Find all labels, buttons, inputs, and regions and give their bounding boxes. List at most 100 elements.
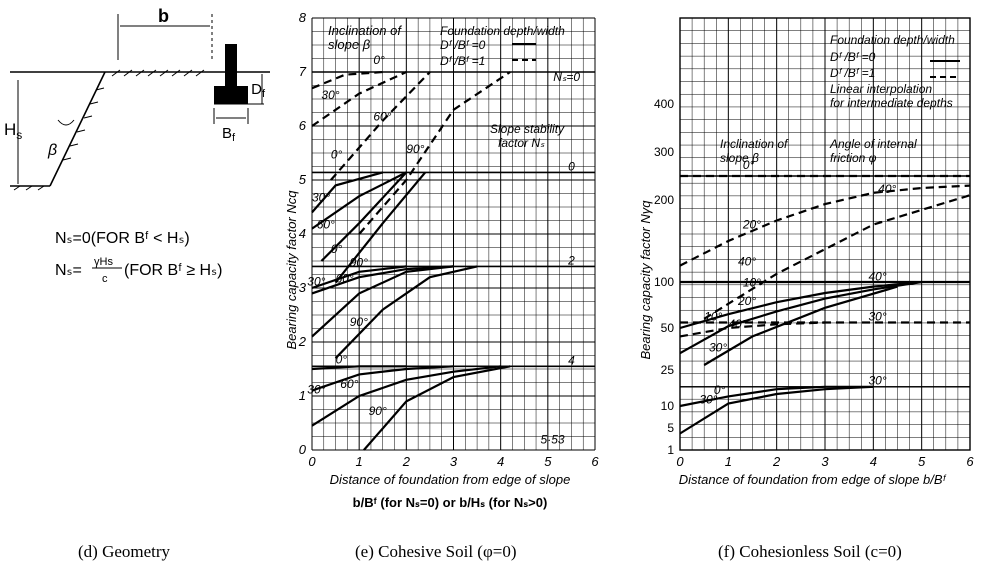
f-legend-linear-1: Linear interpolation: [830, 82, 932, 96]
f-y-tick: 50: [661, 321, 675, 335]
e-beta-label: 30°: [307, 274, 325, 288]
e-y-tick: 2: [298, 334, 307, 349]
f-beta-label: 0°: [714, 383, 726, 397]
e-y-tick: 1: [299, 388, 306, 403]
f-y-tick: 400: [654, 97, 674, 111]
e-xlabel-2: b/Bᶠ (for Nₛ=0) or b/Hₛ (for Nₛ>0): [353, 495, 548, 510]
f-beta-label: 30°: [869, 310, 887, 324]
f-beta-label: 20°: [737, 294, 756, 308]
f-beta-label: 30°: [869, 373, 887, 387]
f-legend-phi-1: Angle of internal: [829, 137, 917, 151]
f-series-line: [703, 194, 971, 320]
e-ns-label: 4: [568, 353, 575, 367]
f-y-tick: 1: [667, 443, 674, 457]
f-x-tick: 0: [676, 454, 684, 469]
f-x-tick: 2: [772, 454, 781, 469]
e-ylabel: Bearing capacity factor Nсq: [284, 190, 299, 350]
e-ns-label: 2: [567, 253, 575, 267]
e-y-tick: 7: [299, 64, 307, 79]
f-y-tick: 300: [654, 145, 674, 159]
geometry-figure: b Hs β Df Bf Nₛ=0(FOR Bᶠ < Hₛ) Nₛ= γHs c…: [4, 6, 270, 285]
e-beta-label: 0°: [331, 242, 343, 256]
f-series-line: [679, 321, 826, 338]
cohesive-caption: (e) Cohesive Soil (φ=0): [355, 542, 517, 561]
f-beta-label: 30°: [699, 393, 717, 407]
e-legend-d0: Dᶠ /Bᶠ =0: [440, 38, 486, 52]
f-beta-label: 0°: [743, 158, 755, 172]
f-x-tick: 1: [725, 454, 732, 469]
e-series-line: [311, 365, 407, 371]
e-beta-label: 30°: [312, 191, 330, 205]
f-y-tick: 5: [667, 421, 674, 435]
f-y-tick: 200: [654, 193, 674, 207]
e-legend-d1: Dᶠ /Bᶠ =1: [440, 54, 485, 68]
f-x-tick: 5: [918, 454, 926, 469]
e-series-line: [330, 71, 431, 181]
cohesionless-caption: (f) Cohesionless Soil (c=0): [718, 542, 902, 561]
f-ylabel: Bearing capacity factor Nγq: [640, 200, 653, 360]
e-beta-label: 0°: [331, 147, 343, 161]
e-series-line: [311, 265, 454, 295]
e-y-tick: 4: [299, 226, 306, 241]
df-label: Df: [251, 81, 266, 100]
e-beta-label: 30°: [307, 382, 325, 396]
geometry-caption: (d) Geometry: [78, 542, 171, 561]
e-ns-label: Nₛ=0: [553, 70, 580, 84]
f-y-tick: 10: [661, 399, 675, 413]
f-legend-phi-2: friction φ: [830, 151, 877, 165]
e-series-line: [311, 71, 407, 127]
e-ns-label: 5·53: [541, 432, 565, 446]
f-beta-label: 10°: [704, 310, 722, 324]
e-series-line: [320, 171, 408, 262]
e-x-tick: 5: [544, 454, 552, 469]
e-y-tick: 8: [299, 10, 307, 25]
e-series-line: [311, 365, 501, 427]
e-beta-label: 60°: [340, 377, 358, 391]
e-x-tick: 2: [402, 454, 411, 469]
e-slope-stability-2: factor Nₛ: [498, 136, 545, 150]
e-beta-label: 0°: [373, 53, 385, 67]
e-legend-inclination-1: Inclination of: [328, 23, 402, 38]
e-beta-label: 60°: [336, 272, 354, 286]
e-y-tick: 5: [299, 172, 307, 187]
e-beta-label: 30°: [321, 88, 339, 102]
f-series-line: [679, 385, 874, 408]
e-beta-label: 60°: [317, 218, 335, 232]
e-series-line: [311, 265, 407, 290]
hs-label: Hs: [4, 120, 22, 142]
f-y-tick: 25: [661, 363, 675, 377]
f-legend-d0: Dᶠ /Bᶠ =0: [830, 50, 876, 64]
bf-label: Bf: [222, 125, 236, 144]
e-beta-label: 90°: [350, 315, 368, 329]
e-y-tick: 3: [299, 280, 307, 295]
f-beta-label: 40°: [869, 269, 887, 283]
f-beta-label: 30°: [709, 341, 727, 355]
f-legend-linear-2: for intermediate depths: [830, 96, 953, 110]
cohesive-soil-chart: 0 1 2 3 4 5 6 0 1 2 3 4 5 6 7 8 0 2 4 5·53 Nₛ=0 0° 30° 60° 90° 0…: [284, 10, 599, 510]
e-x-tick: 0: [308, 454, 316, 469]
e-beta-label: 60°: [373, 110, 391, 124]
f-x-tick: 4: [870, 454, 877, 469]
e-series-line: [311, 171, 384, 214]
f-beta-label: 40°: [878, 182, 896, 196]
e-x-tick: 4: [497, 454, 504, 469]
ns-equation-2-den: c: [102, 273, 108, 285]
e-beta-label: 90°: [369, 404, 387, 418]
f-x-tick: 3: [821, 454, 829, 469]
e-series-line: [311, 365, 454, 392]
f-legend-inclination-2: slope β: [720, 151, 759, 165]
ns-equation-2-num: γHs: [94, 256, 113, 268]
e-legend-inclination-2: slope β: [328, 37, 371, 52]
b-label: b: [158, 6, 169, 26]
e-series-line: [334, 171, 427, 284]
e-legend-depth: Foundation depth/width: [440, 24, 565, 38]
ns-equation-2-lhs: Nₛ=: [55, 262, 82, 279]
e-series-line: [311, 171, 407, 230]
e-series-line: [363, 365, 511, 451]
f-series-line: [679, 385, 874, 435]
f-beta-label: 40°: [728, 317, 746, 331]
f-legend-d1: Dᶠ /Bᶠ =1: [830, 66, 875, 80]
e-y-tick: 6: [299, 118, 307, 133]
f-xlabel: Distance of foundation from edge of slop…: [679, 472, 947, 487]
e-x-tick: 6: [591, 454, 599, 469]
